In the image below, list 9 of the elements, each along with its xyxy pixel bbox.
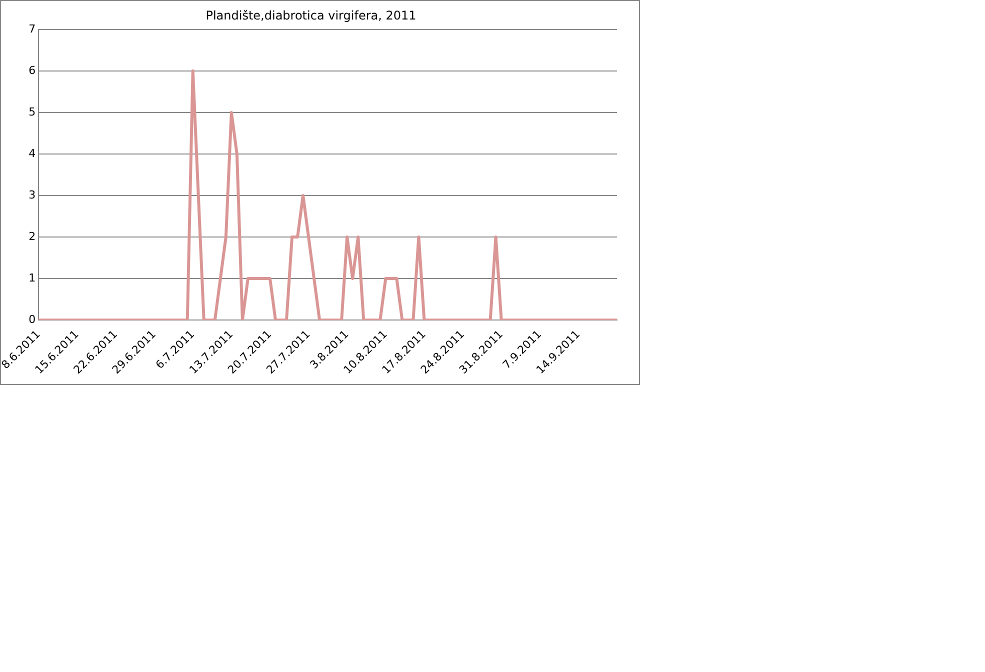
y-tick-label: 0: [28, 312, 36, 326]
y-tick-label: 3: [28, 188, 36, 202]
y-tick-label: 4: [28, 146, 36, 160]
y-tick-label: 5: [28, 105, 36, 118]
y-tick-label: 1: [28, 271, 36, 284]
y-tick-label: 6: [28, 64, 36, 77]
chart-title: Plandište,diabrotica virgifera, 2011: [206, 8, 416, 22]
y-tick-label: 7: [28, 22, 36, 36]
y-tick-label: 2: [28, 230, 36, 243]
